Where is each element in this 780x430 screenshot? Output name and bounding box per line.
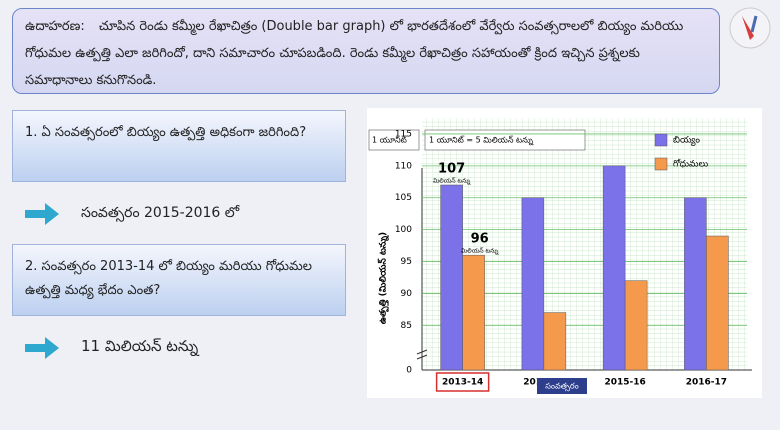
bar xyxy=(440,184,463,371)
header: ఉదాహరణ: చూపిన రెండు కమ్మీల రేఖాచిత్రం (Do… xyxy=(12,8,720,94)
bar xyxy=(602,165,626,371)
scale-box xyxy=(368,129,420,151)
x-axis-label-box xyxy=(537,378,587,394)
x-tick-label: 2016-17 xyxy=(686,378,727,388)
x-tick-label: 2015-16 xyxy=(604,378,645,388)
header-label: ఉదాహరణ: xyxy=(25,19,85,34)
legend-label: గోధుమలు xyxy=(673,159,708,170)
y-tick-label: 90 xyxy=(401,289,413,299)
arrow xyxy=(25,203,59,225)
y-tick-label: 105 xyxy=(395,193,412,203)
legend-swatch xyxy=(654,157,668,171)
legend-label: బియ్యం xyxy=(673,136,700,147)
axis-break xyxy=(416,349,428,360)
answer: సంవత్సరం 2015-2016 లో xyxy=(25,196,239,232)
answer-text: సంవత్సరం 2015-2016 లో xyxy=(81,204,240,221)
bar xyxy=(684,197,707,371)
x-tick-label: 2013-14 xyxy=(442,378,483,388)
bar xyxy=(521,197,545,371)
question: 2. సంవత్సరం 2013-14 లో బియ్యం మరియు గోధు… xyxy=(12,244,346,316)
y-tick-label: 0 xyxy=(406,366,412,376)
y-tick-label: 95 xyxy=(401,257,412,267)
bar xyxy=(624,280,648,371)
y-tick-label: 110 xyxy=(395,161,412,171)
x-axis-label: సంవత్సరం xyxy=(545,382,578,392)
scale-text: 1 యూనిట్ = 5 మిలియన్ టన్ను xyxy=(429,136,534,146)
y-tick-label: 115 xyxy=(395,129,412,139)
header-text: చూపిన రెండు కమ్మీల రేఖాచిత్రం (Double ba… xyxy=(25,19,684,88)
data-label: 107 xyxy=(438,161,465,176)
arrow xyxy=(25,337,59,359)
bar xyxy=(706,235,729,371)
chart: 1 యూనిట్ 1 యూనిట్ = 5 మిలియన్ టన్ను ఉత్ప… xyxy=(367,108,762,398)
bar xyxy=(462,254,485,371)
bar xyxy=(543,312,567,371)
y-tick-label: 100 xyxy=(395,225,412,235)
data-label-unit: మిలియన్ టన్ను xyxy=(461,247,499,256)
highlight-box xyxy=(435,372,490,392)
data-label-unit: మిలియన్ టన్ను xyxy=(433,176,471,185)
scale-label: 1 యూనిట్ xyxy=(372,136,408,145)
answer: 11 మిలియన్ టన్ను xyxy=(25,330,198,366)
answer-text: 11 మిలియన్ టన్ను xyxy=(81,337,199,355)
legend-swatch xyxy=(654,133,668,147)
logo xyxy=(729,7,771,49)
data-label: 96 xyxy=(471,232,489,247)
scale-box xyxy=(424,129,586,151)
y-axis-label: ఉత్పత్తి (మిలియన్ టన్ను) xyxy=(378,232,390,324)
y-tick-label: 85 xyxy=(401,321,412,331)
question: 1. ఏ సంవత్సరంలో బియ్యం ఉత్పత్తి అధికంగా … xyxy=(12,110,346,182)
